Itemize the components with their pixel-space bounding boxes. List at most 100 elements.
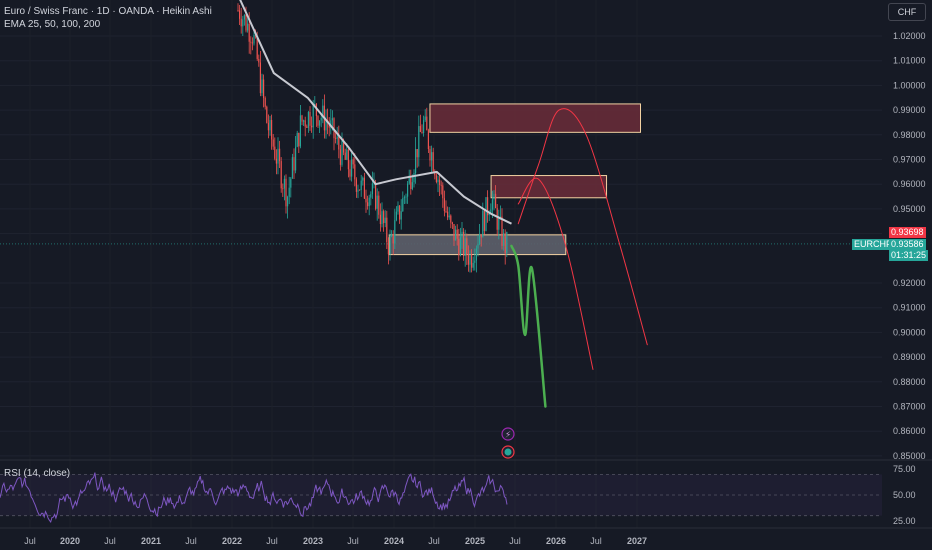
time-tick-label: 2025 — [465, 536, 485, 546]
candle-body — [250, 41, 252, 43]
candle-body — [309, 111, 311, 126]
candle-body — [370, 194, 372, 198]
candle-body — [275, 158, 277, 164]
price-tick-label: 0.90000 — [893, 327, 926, 337]
ema-line — [239, 0, 512, 225]
candle-body — [272, 139, 274, 147]
candle-body — [423, 120, 425, 133]
candle-body — [501, 216, 503, 246]
candle-body — [360, 180, 362, 191]
candle-body — [458, 238, 460, 256]
candle-body — [392, 234, 394, 244]
time-axis[interactable]: Jul 2020 Jul 2021 Jul 2022 Jul 2023 Jul 2024 Jul 20… — [24, 536, 647, 546]
candle-body — [391, 234, 393, 237]
candle-body — [429, 149, 431, 161]
candle-body — [277, 148, 279, 164]
candle-body — [237, 10, 239, 12]
time-tick-label: 2020 — [60, 536, 80, 546]
price-candles — [237, 3, 508, 273]
candle-body — [426, 116, 428, 131]
candle-body — [319, 120, 321, 126]
candle-body — [330, 120, 332, 128]
candle-body — [296, 132, 298, 147]
candle-body — [407, 183, 409, 197]
candle-body — [490, 209, 492, 214]
time-tick-label: 2023 — [303, 536, 323, 546]
candle-body — [491, 199, 493, 210]
candle-body — [357, 189, 359, 192]
time-tick-label: Jul — [590, 536, 602, 546]
candle-body — [287, 196, 289, 207]
rsi-tick-label: 75.00 — [893, 464, 916, 474]
candle-body — [383, 211, 385, 224]
rsi-tick-label: 25.00 — [893, 516, 916, 526]
candle-body — [400, 211, 402, 220]
candle-body — [431, 152, 433, 161]
candle-body — [359, 189, 361, 191]
candle-body — [461, 231, 463, 238]
candle-body — [424, 116, 426, 121]
candle-body — [355, 179, 357, 192]
candle-body — [307, 111, 309, 128]
candle-body — [343, 140, 345, 153]
candle-body — [466, 238, 468, 256]
time-tick-label: 2021 — [141, 536, 161, 546]
time-tick-label: Jul — [509, 536, 521, 546]
candle-body — [346, 149, 348, 160]
rsi-panel: 75.00 50.00 25.00 — [0, 464, 916, 526]
candle-body — [488, 213, 490, 216]
candle-body — [397, 205, 399, 212]
rsi-legend[interactable]: RSI (14, close) — [4, 468, 71, 479]
candle-body — [482, 210, 484, 238]
dividend-dot-icon — [504, 448, 512, 456]
candle-body — [322, 105, 324, 118]
indicator-legend[interactable]: EMA 25, 50, 100, 200 — [4, 19, 101, 30]
candle-body — [338, 136, 340, 150]
price-tick-label: 0.99000 — [893, 105, 926, 115]
candle-body — [480, 234, 482, 238]
candle-body — [298, 132, 300, 147]
candle-body — [258, 58, 260, 63]
candle-body — [498, 216, 500, 230]
candle-body — [293, 157, 295, 171]
projection-lines — [510, 108, 648, 408]
time-tick-label: 2024 — [384, 536, 404, 546]
supply-zone — [490, 175, 608, 199]
grid-lines — [0, 35, 932, 529]
price-tick-label: 0.97000 — [893, 155, 926, 165]
candle-body — [344, 152, 346, 160]
candle-body — [349, 169, 351, 177]
candle-body — [259, 62, 261, 94]
symbol-tag: EURCHF — [852, 239, 894, 250]
candle-body — [419, 126, 421, 132]
candle-body — [427, 130, 429, 150]
candle-body — [367, 202, 369, 207]
candle-body — [311, 125, 313, 128]
time-tick-label: Jul — [185, 536, 197, 546]
time-tick-label: Jul — [104, 536, 116, 546]
candle-body — [474, 260, 476, 263]
candle-body — [439, 179, 441, 185]
candle-body — [351, 159, 353, 177]
currency-button[interactable]: CHF — [888, 3, 926, 21]
candle-body — [240, 18, 242, 27]
price-tick-label: 0.91000 — [893, 303, 926, 313]
candle-body — [256, 35, 258, 59]
candle-body — [352, 159, 354, 165]
candle-body — [456, 229, 458, 239]
candle-body — [304, 120, 306, 127]
candle-body — [442, 185, 444, 199]
time-tick-label: 2022 — [222, 536, 242, 546]
candle-body — [443, 198, 445, 212]
candle-body — [411, 182, 413, 189]
candle-body — [475, 248, 477, 261]
candle-body — [410, 175, 412, 189]
candle-body — [506, 231, 508, 254]
candle-body — [477, 243, 479, 249]
candle-body — [299, 115, 301, 147]
lightning-icon: ⚡ — [505, 431, 511, 441]
price-tick-label: 0.95000 — [893, 204, 926, 214]
candle-body — [247, 23, 249, 31]
candle-body — [291, 157, 293, 179]
projection-red — [517, 108, 648, 346]
